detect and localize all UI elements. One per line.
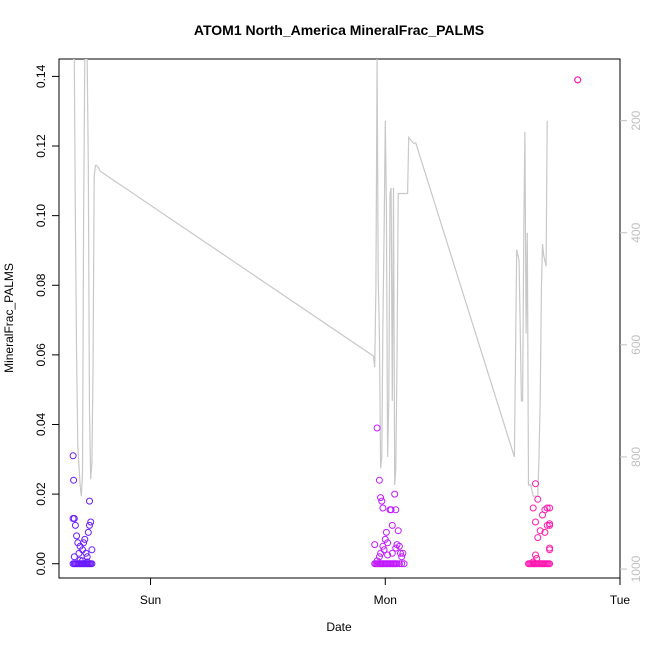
axes-layer: Sun Mon Tue 0.00 0.02 0.04 0.06 0.08 0.10 0.12 0.1… xyxy=(34,64,643,607)
right-tick-label: 1000 xyxy=(629,555,643,582)
y-tick-label: 0.12 xyxy=(34,134,48,158)
data-point xyxy=(541,528,549,536)
y-tick-label: 0.02 xyxy=(34,482,48,506)
data-point xyxy=(392,506,400,514)
data-point xyxy=(82,549,90,557)
data-point xyxy=(532,518,539,526)
data-point xyxy=(399,549,407,557)
y-tick-label: 0.04 xyxy=(34,412,48,436)
data-point xyxy=(400,560,408,568)
data-point xyxy=(377,549,385,557)
pressure-line xyxy=(73,59,548,497)
data-point xyxy=(70,553,78,561)
data-point xyxy=(546,546,554,554)
data-point xyxy=(375,476,383,484)
data-point xyxy=(534,534,542,542)
data-point xyxy=(379,542,387,550)
data-point xyxy=(536,527,544,535)
data-point xyxy=(532,480,539,488)
data-point xyxy=(87,518,95,526)
y-tick-label: 0.08 xyxy=(34,273,48,297)
data-point xyxy=(384,551,392,559)
right-tick-label: 400 xyxy=(629,222,643,242)
data-point xyxy=(395,542,403,550)
data-point xyxy=(88,560,96,568)
data-point xyxy=(541,506,549,514)
data-point xyxy=(70,476,78,484)
data-point xyxy=(70,515,78,522)
data-point xyxy=(88,546,96,554)
y-axis-label: MineralFrac_PALMS xyxy=(2,263,16,373)
data-point xyxy=(86,497,93,505)
data-point xyxy=(546,504,554,512)
data-point xyxy=(393,560,401,568)
data-point xyxy=(384,539,392,547)
y-tick-label: 0.06 xyxy=(34,343,48,367)
data-point xyxy=(395,560,403,568)
data-point xyxy=(398,560,406,568)
data-point xyxy=(388,521,396,529)
data-point xyxy=(80,539,88,547)
y-tick-label: 0.14 xyxy=(34,64,48,88)
data-point xyxy=(574,76,582,84)
data-point xyxy=(379,504,387,512)
data-point xyxy=(391,490,399,498)
data-point xyxy=(529,504,537,512)
data-point xyxy=(371,541,379,549)
data-point xyxy=(79,546,86,554)
series-2 xyxy=(525,76,582,568)
x-tick-label: Mon xyxy=(374,593,397,607)
data-point xyxy=(378,497,386,505)
data-point xyxy=(375,553,383,561)
data-point xyxy=(84,528,92,536)
chart-title: ATOM1 North_America MineralFrac_PALMS xyxy=(194,22,484,38)
data-point xyxy=(75,549,83,557)
data-point xyxy=(387,506,395,514)
x-tick-label: Tue xyxy=(610,593,631,607)
y-tick-label: 0.10 xyxy=(34,204,48,228)
x-axis-label: Date xyxy=(326,620,352,634)
data-point xyxy=(546,560,554,568)
data-point xyxy=(543,504,551,512)
data-point xyxy=(398,553,406,561)
scatter-points-layer xyxy=(69,76,582,568)
data-point xyxy=(76,542,84,550)
x-tick-label: Sun xyxy=(140,593,161,607)
data-point xyxy=(86,521,93,529)
data-point xyxy=(380,546,388,554)
data-point xyxy=(534,495,542,503)
right-tick-label: 200 xyxy=(629,110,643,130)
y-tick-label: 0.00 xyxy=(34,552,48,576)
data-point xyxy=(394,527,402,535)
data-point xyxy=(532,551,539,559)
series-0 xyxy=(69,452,96,568)
right-tick-label: 800 xyxy=(629,447,643,467)
data-point xyxy=(69,452,77,460)
data-point xyxy=(71,521,79,529)
data-point xyxy=(83,553,91,561)
data-point xyxy=(397,549,404,557)
plot-frame xyxy=(58,58,621,579)
data-point xyxy=(373,424,381,432)
data-point xyxy=(377,494,385,502)
data-point xyxy=(382,528,390,536)
series-1 xyxy=(371,424,408,568)
right-tick-label: 600 xyxy=(629,335,643,355)
data-point xyxy=(81,535,89,543)
pressure-line-layer xyxy=(73,59,548,497)
data-point xyxy=(392,544,400,552)
data-point xyxy=(73,532,81,540)
data-point xyxy=(546,521,554,529)
data-point xyxy=(388,549,396,557)
